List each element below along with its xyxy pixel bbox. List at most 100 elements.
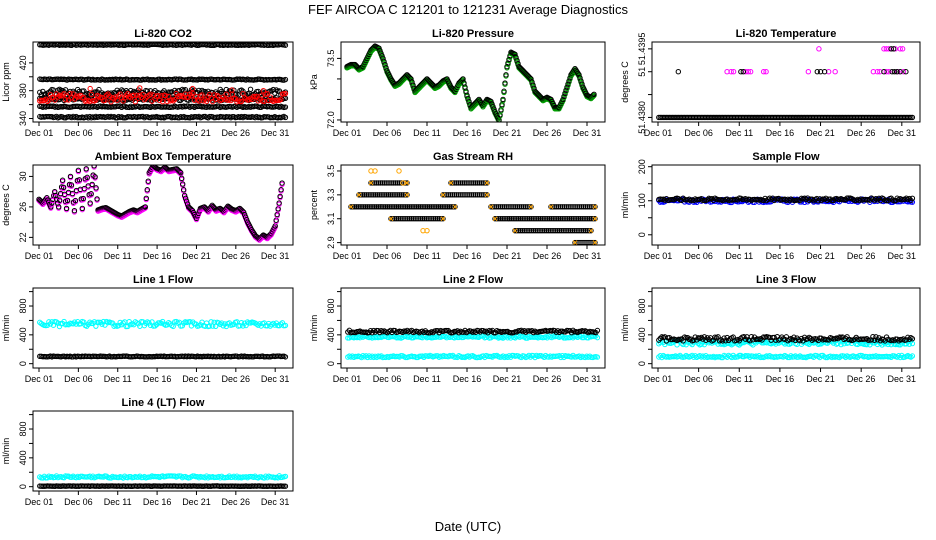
- line1-point: [197, 322, 204, 328]
- line1-point: [179, 323, 186, 329]
- rh-point: [449, 192, 456, 198]
- rh-point: [580, 204, 587, 210]
- pressure-xtick-label: Dec 16: [453, 128, 482, 138]
- rh-point: [592, 204, 598, 210]
- licor-temp-point: [763, 69, 769, 75]
- rh-point: [512, 227, 518, 234]
- rh-point: [556, 227, 563, 234]
- rh-point: [401, 204, 407, 210]
- line3-ytick-label: 400: [637, 327, 647, 342]
- rh-point: [470, 192, 477, 198]
- rh-point: [474, 192, 481, 198]
- figure-title: FEF AIRCOA C 121201 to 121231 Average Di…: [308, 2, 628, 17]
- rh-point: [572, 216, 578, 222]
- rh-xtick-label: Dec 26: [533, 251, 562, 261]
- rh-point: [372, 192, 379, 198]
- rh-cross: [588, 228, 594, 234]
- rh-point: [588, 216, 595, 222]
- co2-ytick-label: 380: [18, 83, 28, 98]
- rh-title: Gas Stream RH: [433, 151, 513, 163]
- rh-point: [396, 180, 403, 186]
- rh-series-rh-3.1: [388, 216, 598, 222]
- line3-xtick-label: Dec 26: [847, 374, 876, 384]
- rh-point: [443, 204, 449, 210]
- co2-ytick-label: 420: [18, 55, 28, 70]
- rh-point: [582, 204, 589, 210]
- co2-point: [203, 98, 210, 104]
- co2-point: [173, 90, 179, 97]
- rh-point: [406, 204, 413, 210]
- co2-point: [229, 87, 235, 93]
- sample-flow-xtick-label: Dec 11: [725, 251, 753, 261]
- line2-ytick-label: 0: [326, 361, 336, 366]
- rh-point: [528, 216, 535, 222]
- box-temp-xtick-label: Dec 31: [261, 251, 290, 261]
- line1-ylabel: ml/min: [1, 315, 11, 342]
- rh-point: [359, 192, 366, 198]
- rh-point: [530, 227, 537, 234]
- box-temp-point: [180, 187, 187, 193]
- rh-xtick-label: Dec 01: [333, 251, 362, 261]
- rh-point: [372, 204, 378, 210]
- rh-point: [557, 216, 564, 222]
- line4-xtick-label: Dec 26: [222, 497, 251, 507]
- rh-point: [404, 204, 411, 210]
- licor-temp-point: [874, 69, 881, 75]
- co2-point: [282, 76, 289, 83]
- box-temp-point: [56, 197, 63, 203]
- rh-point: [536, 227, 542, 234]
- rh-point: [549, 227, 555, 234]
- box-temp-xtick-label: Dec 26: [222, 251, 251, 261]
- co2-point: [55, 94, 61, 100]
- rh-point: [478, 192, 484, 198]
- line3-point: [856, 339, 862, 345]
- line3-title: Line 3 Flow: [756, 274, 816, 286]
- line3-point: [719, 338, 726, 344]
- line2-ytick-label: 400: [326, 327, 336, 342]
- sample-flow-title: Sample Flow: [752, 151, 820, 163]
- sample-flow-series-sample-black: [656, 195, 916, 204]
- pressure-ytick-label: 72.0: [326, 111, 336, 129]
- co2-title: Li-820 CO2: [134, 28, 191, 40]
- rh-point: [373, 180, 380, 186]
- box-temp-data: [36, 165, 285, 243]
- co2-point: [102, 97, 108, 104]
- line1-xtick-label: Dec 26: [222, 374, 251, 384]
- rh-point: [478, 180, 485, 186]
- line4-point: [282, 483, 289, 489]
- rh-point: [505, 204, 511, 210]
- rh-point: [368, 180, 374, 186]
- line3-xtick-label: Dec 31: [888, 374, 917, 384]
- rh-point: [412, 204, 418, 210]
- co2-xtick-label: Dec 06: [64, 128, 93, 138]
- box-temp-point: [243, 216, 250, 223]
- rh-point: [388, 204, 394, 210]
- line3-point: [804, 336, 811, 342]
- licor-temp-point: [738, 69, 744, 75]
- line4-xtick-label: Dec 16: [143, 497, 172, 507]
- rh-point: [569, 227, 576, 234]
- rh-point: [480, 192, 486, 198]
- rh-point: [522, 204, 528, 210]
- line3-point: [835, 335, 841, 342]
- line1-point: [237, 323, 243, 329]
- box-temp-title: Ambient Box Temperature: [95, 151, 232, 163]
- box-temp-ytick-label: 22: [18, 232, 28, 242]
- rh-point: [548, 216, 555, 222]
- licor-temp-ytick-label: 51.4380: [637, 101, 647, 134]
- licor-temp-xtick-label: Dec 26: [847, 128, 876, 138]
- sample-flow-xtick-label: Dec 26: [847, 251, 876, 261]
- line2-point: [552, 328, 558, 334]
- line3-point: [721, 335, 727, 341]
- line3-frame: [651, 287, 921, 369]
- box-temp-xtick-label: Dec 16: [143, 251, 172, 261]
- line1-xtick-label: Dec 01: [25, 374, 54, 384]
- co2-point: [125, 91, 131, 97]
- rh-point: [461, 192, 467, 198]
- sample-flow-ytick-label: 100: [637, 193, 647, 208]
- line4-point: [234, 473, 240, 479]
- rh-point: [574, 216, 580, 222]
- co2-point: [200, 98, 207, 104]
- box-temp-point: [84, 174, 90, 181]
- rh-point: [566, 216, 573, 222]
